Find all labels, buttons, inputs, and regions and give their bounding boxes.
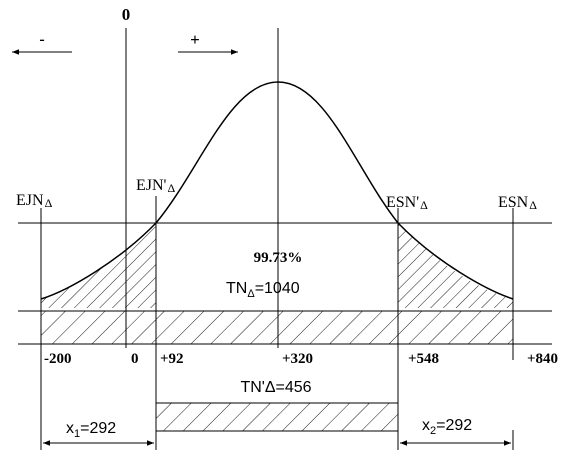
plus-direction-label: + — [190, 30, 200, 49]
scale-value-0: 0 — [131, 351, 139, 367]
scale-value-840: +840 — [527, 351, 558, 367]
x1-label: x1=292 — [66, 420, 116, 440]
scale-value-548: +548 — [408, 351, 439, 367]
esn-label: ESNΔ — [498, 194, 537, 212]
minus-direction-label: - — [39, 31, 44, 48]
tn-prime-label: TN'Δ=456 — [240, 379, 311, 396]
left-tail-hatch — [41, 223, 156, 308]
percent-label: 99.73% — [254, 250, 303, 266]
tn-total-label: TNΔ=1040 — [226, 280, 300, 300]
ejn-label: EJNΔ — [16, 192, 53, 210]
normal-distribution-curve — [40, 81, 514, 300]
ejn-prime-label: EJN'Δ — [136, 177, 175, 195]
tn-total-band — [40, 310, 514, 345]
zero-direction-label: 0 — [122, 5, 131, 24]
scale-value-92: +92 — [160, 351, 184, 367]
tn-prime-band — [155, 402, 399, 432]
esn-prime-label: ESN'Δ — [386, 194, 428, 212]
right-tail-hatch — [398, 223, 513, 308]
x2-label: x2=292 — [422, 417, 472, 437]
scale-value-320: +320 — [282, 351, 313, 367]
scale-value-minus200: -200 — [44, 351, 72, 367]
